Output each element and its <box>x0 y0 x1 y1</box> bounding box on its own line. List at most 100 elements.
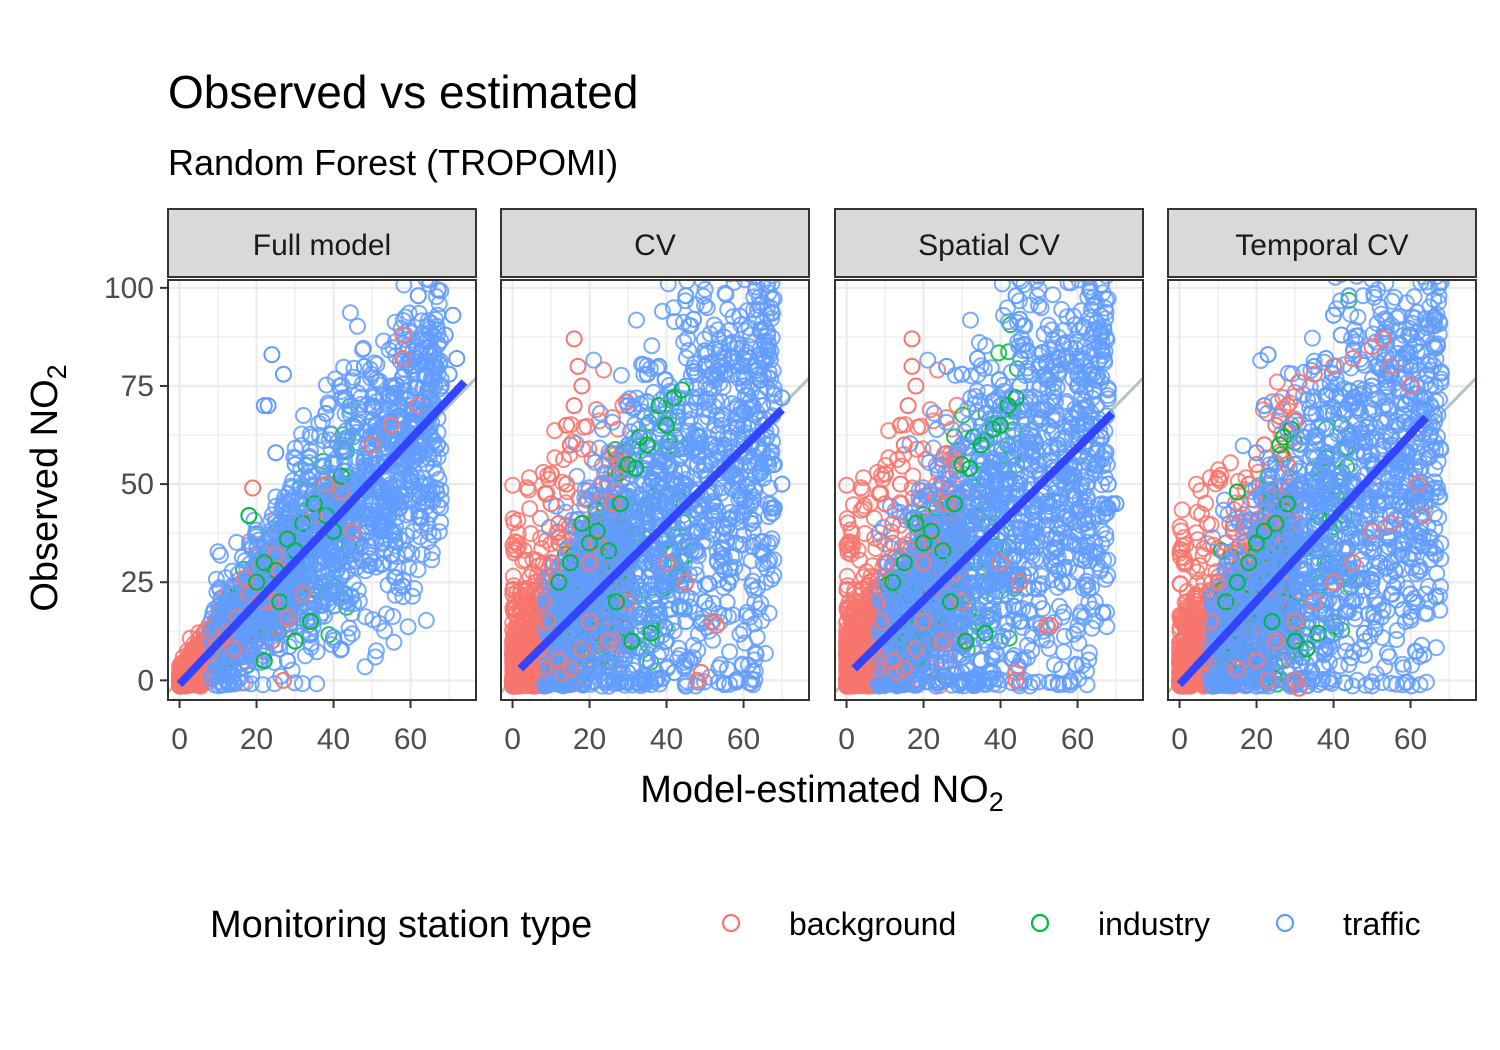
point-traffic <box>293 425 311 443</box>
point-traffic <box>207 570 225 588</box>
point-traffic <box>420 476 438 494</box>
point-traffic <box>432 332 450 350</box>
point-traffic <box>440 365 458 383</box>
point-traffic <box>403 587 421 605</box>
point-traffic <box>374 535 391 553</box>
point-traffic <box>569 510 587 528</box>
point-traffic <box>382 546 400 564</box>
point-traffic <box>365 398 383 416</box>
point-traffic <box>255 647 273 665</box>
point-traffic <box>336 586 354 604</box>
point-traffic <box>344 416 362 434</box>
point-traffic <box>761 173 776 188</box>
point-traffic <box>344 428 362 446</box>
point-traffic <box>339 594 357 612</box>
point-traffic <box>621 390 639 408</box>
point-traffic <box>423 551 441 569</box>
point-industry <box>255 554 273 572</box>
point-background <box>520 481 538 499</box>
point-traffic <box>320 396 338 414</box>
point-traffic <box>696 297 714 314</box>
point-traffic <box>725 280 743 291</box>
point-traffic <box>350 506 367 524</box>
panel-border <box>167 279 477 701</box>
point-traffic <box>382 495 400 513</box>
point-traffic <box>429 448 447 466</box>
point-traffic <box>278 652 296 670</box>
point-traffic <box>586 453 604 471</box>
point-traffic <box>366 648 384 666</box>
point-traffic <box>286 456 304 473</box>
point-traffic <box>386 313 404 331</box>
chart-title: Observed vs estimated <box>168 66 638 118</box>
point-traffic <box>332 566 350 584</box>
point-traffic <box>721 643 739 661</box>
point-traffic <box>242 675 260 693</box>
point-traffic <box>448 350 466 367</box>
point-traffic <box>429 281 447 299</box>
point-traffic <box>423 544 441 562</box>
point-traffic <box>748 136 763 151</box>
point-traffic <box>316 572 334 590</box>
x-axis-ticks: 0 20 40 60 <box>171 700 427 756</box>
point-background <box>587 401 605 418</box>
x-tick-label: 40 <box>317 723 350 756</box>
point-traffic <box>409 561 427 579</box>
point-traffic <box>743 144 758 159</box>
point-traffic <box>380 506 398 524</box>
point-traffic <box>390 397 407 415</box>
point-background <box>504 614 522 632</box>
point-traffic <box>223 562 241 580</box>
point-traffic <box>590 504 608 522</box>
point-background <box>521 500 539 518</box>
point-traffic <box>286 674 304 692</box>
point-traffic <box>380 487 398 505</box>
point-traffic <box>302 507 319 524</box>
point-traffic <box>418 486 436 504</box>
point-traffic <box>736 634 754 652</box>
point-traffic <box>302 634 320 652</box>
point-industry <box>302 613 319 630</box>
point-traffic <box>228 533 246 551</box>
point-traffic <box>432 377 450 395</box>
point-background <box>317 475 335 493</box>
point-background <box>409 397 427 415</box>
point-background <box>513 614 531 632</box>
point-traffic <box>678 651 696 669</box>
panel-cv: CV0 20 40 60 <box>500 70 810 756</box>
point-traffic <box>353 375 371 393</box>
point-traffic <box>685 636 702 654</box>
point-traffic <box>436 326 454 344</box>
point-traffic <box>413 545 431 563</box>
point-traffic <box>399 618 417 636</box>
point-background <box>505 544 523 562</box>
point-background <box>224 640 242 658</box>
point-traffic <box>293 469 311 487</box>
point-traffic <box>643 337 661 355</box>
point-industry <box>305 495 323 513</box>
point-background <box>523 619 541 637</box>
point-traffic <box>675 333 693 351</box>
point-traffic <box>430 295 448 313</box>
point-background <box>514 602 532 620</box>
point-traffic <box>420 523 438 541</box>
point-traffic <box>295 407 312 424</box>
point-traffic <box>336 405 354 423</box>
point-traffic <box>417 611 435 629</box>
point-traffic <box>756 78 771 93</box>
point-traffic <box>368 355 386 373</box>
point-traffic <box>287 449 305 467</box>
point-background <box>382 416 400 434</box>
point-background <box>344 522 362 540</box>
point-traffic <box>705 316 723 334</box>
point-background <box>522 525 540 542</box>
point-traffic <box>400 304 418 322</box>
point-background <box>515 541 533 559</box>
point-traffic <box>398 542 416 560</box>
fit-line <box>176 379 468 688</box>
point-traffic <box>344 574 362 592</box>
point-traffic <box>377 605 395 623</box>
point-traffic <box>739 70 754 85</box>
point-traffic <box>731 141 746 156</box>
point-traffic <box>203 664 221 682</box>
